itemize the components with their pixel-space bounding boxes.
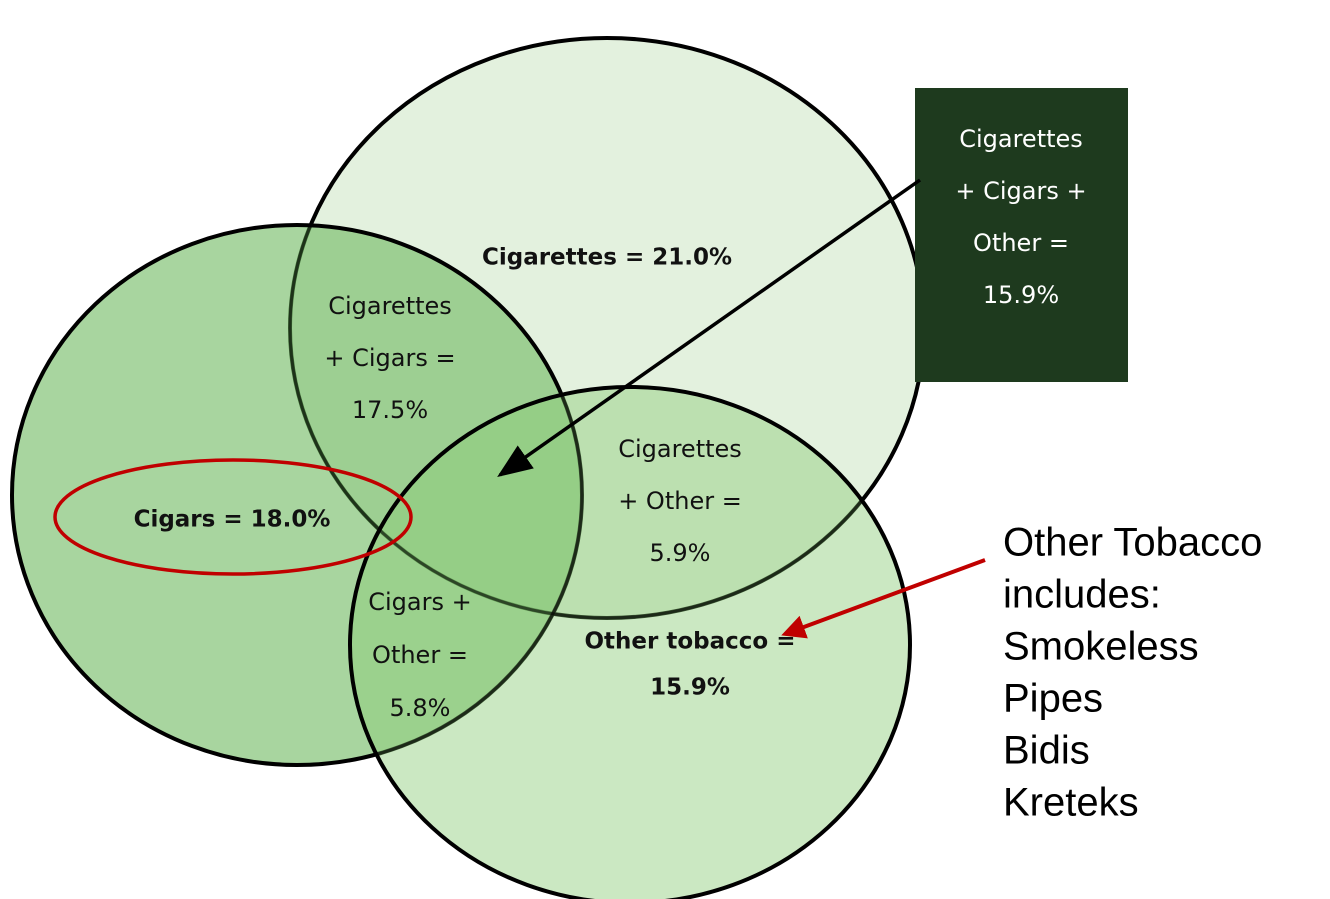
labels: Cigarettes = 21.0% Cigarettes + Cigars = 17…	[134, 125, 1263, 825]
label: Pipes	[1003, 677, 1103, 721]
label: 15.9%	[650, 675, 730, 701]
label: + Cigars +	[955, 177, 1086, 205]
label: Kreteks	[1003, 781, 1139, 825]
note-arrow	[781, 558, 986, 639]
label: includes:	[1003, 573, 1161, 617]
label: 5.9%	[650, 539, 711, 567]
label: Smokeless	[1003, 625, 1199, 669]
other-circle	[348, 385, 912, 899]
label: 15.9%	[983, 281, 1059, 309]
total-box	[915, 88, 1128, 382]
label: Other =	[372, 641, 468, 669]
label: Cigars +	[368, 588, 471, 616]
cigars-outline	[10, 223, 584, 767]
label: Other Tobacco	[1003, 521, 1262, 565]
label: 5.8%	[390, 694, 451, 722]
label: 17.5%	[352, 396, 428, 424]
label: Cigarettes	[328, 292, 452, 320]
label: Other =	[973, 229, 1069, 257]
label: Cigarettes = 21.0%	[482, 245, 732, 271]
label: Cigarettes	[618, 435, 742, 463]
label: + Cigars =	[324, 344, 455, 372]
label: Other tobacco =	[585, 629, 796, 655]
label: Bidis	[1003, 729, 1090, 773]
label: Cigars = 18.0%	[134, 507, 331, 533]
box-arrow	[497, 178, 922, 478]
label: Cigarettes	[959, 125, 1083, 153]
highlight-ellipse	[53, 458, 413, 576]
label: + Other =	[618, 487, 742, 515]
